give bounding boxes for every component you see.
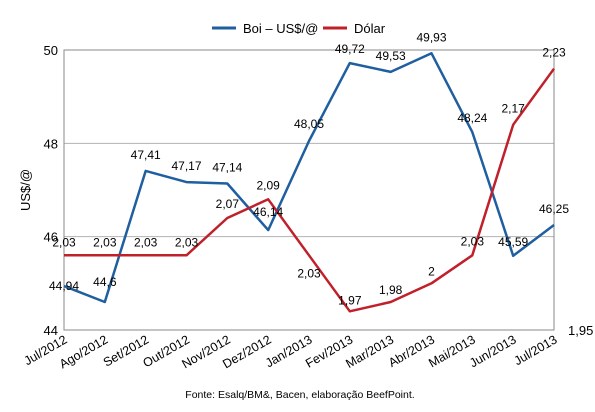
data-label-boi-9: 49,93 <box>416 30 446 44</box>
data-label-dolar-10: 2,03 <box>461 234 485 248</box>
legend-label-dolar: Dólar <box>354 21 386 36</box>
data-label-boi-1: 44,6 <box>93 275 117 289</box>
x-tick-label-12: Jul/2013 <box>512 332 560 368</box>
legend: Boi – US$/@ Dólar <box>212 21 386 36</box>
x-axis: Jul/2012Ago/2012Set/2012Out/2012Nov/2012… <box>22 332 560 371</box>
data-label-dolar-8: 1,98 <box>379 283 403 297</box>
data-label-dolar-7: 1,97 <box>338 293 362 307</box>
plot-area-border <box>63 49 555 331</box>
x-tick-label-11: Jun/2013 <box>467 332 519 370</box>
data-label-dolar-9: 2 <box>428 264 435 278</box>
data-label-boi-11: 45,59 <box>498 235 528 249</box>
data-label-boi-8: 49,53 <box>376 49 406 63</box>
data-label-dolar-5: 2,09 <box>256 178 280 192</box>
data-label-dolar-11: 2,17 <box>501 102 525 116</box>
series-lines <box>63 52 556 313</box>
source-note: Fonte: Esalq/BM&, Bacen, elaboração Beef… <box>185 389 414 401</box>
right-y-axis: 1,95 <box>568 323 593 338</box>
y-tick-label-2: 48 <box>44 136 58 151</box>
data-label-dolar-3: 2,03 <box>175 235 199 249</box>
data-label-boi-0: 44,94 <box>49 279 79 293</box>
data-label-boi-3: 47,17 <box>171 159 201 173</box>
gridlines <box>64 49 554 331</box>
data-label-boi-5: 46,14 <box>253 205 283 219</box>
data-label-boi-6: 48,05 <box>294 117 324 131</box>
data-labels: 44,94 44,6 47,41 47,17 47,14 46,14 48,05 49,72 4… <box>49 30 569 307</box>
data-label-dolar-1: 2,03 <box>93 235 117 249</box>
left-y-axis: 44 46 48 50 <box>44 43 58 338</box>
data-label-dolar-4: 2,07 <box>216 197 240 211</box>
data-label-boi-12: 46,25 <box>539 202 569 216</box>
y-axis-title: US$/@ <box>18 169 33 211</box>
data-label-dolar-6: 2,03 <box>297 266 321 280</box>
data-label-boi-7: 49,72 <box>335 42 365 56</box>
data-label-dolar-12: 2,23 <box>542 46 566 60</box>
data-label-dolar-2: 2,03 <box>134 235 158 249</box>
series-line-dolar <box>64 67 556 313</box>
legend-label-boi: Boi – US$/@ <box>243 21 318 36</box>
series-line-boi <box>63 52 555 304</box>
data-label-boi-2: 47,41 <box>131 148 161 162</box>
data-label-boi-4: 47,14 <box>212 160 242 174</box>
data-label-boi-10: 48,24 <box>457 111 487 125</box>
y-tick-label-0: 44 <box>44 323 58 338</box>
y-tick-label-3: 50 <box>44 43 58 58</box>
right-y-tick-label-0: 1,95 <box>568 323 593 338</box>
data-label-dolar-0: 2,03 <box>52 235 76 249</box>
y-tick-label-1: 46 <box>44 230 58 245</box>
